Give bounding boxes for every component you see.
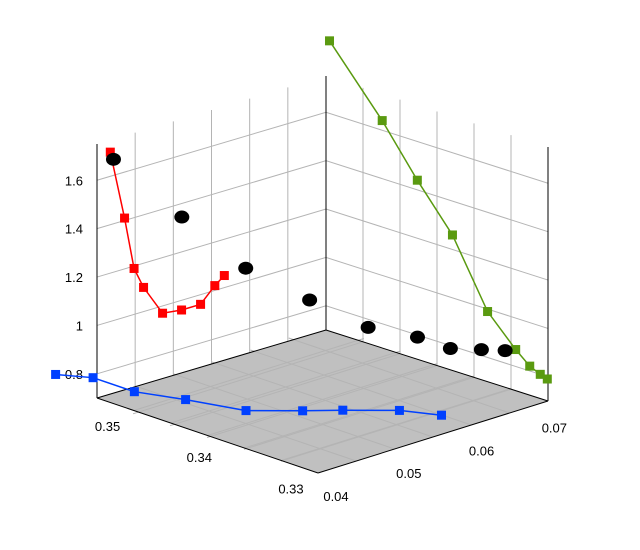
data-point-square (51, 369, 61, 379)
floor-grid-line (206, 365, 438, 438)
data-point-square (412, 175, 422, 185)
right-floor-tick-label: 0.07 (542, 421, 567, 436)
floor-grid-line (173, 373, 395, 450)
data-point-square (542, 374, 552, 384)
left-floor-tick-label: 0.34 (187, 450, 212, 465)
chart-box-edges (96, 76, 549, 474)
right-floor-tick-label: 0.06 (469, 443, 494, 458)
data-point-square (338, 405, 348, 415)
data-point-square (483, 307, 493, 317)
box-edge (325, 329, 549, 402)
floor-grid-line (280, 388, 512, 462)
data-point-square (219, 271, 229, 281)
data-point-circle (302, 293, 318, 307)
axis-tick-labels: 0.8 1 1.2 1.4 1.6 0.35 0.34 0.33 0.04 0.05 0.06 0.0… (65, 173, 567, 504)
data-point-circle (442, 342, 458, 356)
data-point-square (120, 213, 130, 223)
data-point-circle (174, 210, 190, 224)
data-point-circle (473, 343, 489, 357)
data-point-square (129, 263, 139, 273)
data-point-square (298, 406, 308, 416)
data-point-square (88, 373, 98, 383)
data-point-square (196, 299, 206, 309)
chart-walls (97, 76, 548, 473)
data-point-square (158, 308, 168, 318)
floor-grid-line (135, 385, 357, 462)
series-projection-right-wall (325, 36, 552, 384)
floor-grid-line (288, 337, 510, 414)
box-edge (317, 400, 549, 474)
data-point-circle (409, 330, 425, 344)
chart-series (51, 36, 552, 420)
data-point-square (525, 361, 535, 371)
z-tick-label: 1.2 (65, 270, 83, 285)
data-point-circle (360, 320, 376, 334)
left-floor-tick-label: 0.35 (95, 419, 120, 434)
z-tick-label: 1.4 (65, 222, 83, 237)
data-point-square (447, 230, 457, 240)
floor-grid-line (211, 361, 434, 438)
floor-grid-line (250, 349, 472, 426)
data-point-square (511, 345, 521, 355)
right-floor-tick-label: 0.05 (396, 466, 421, 481)
data-point-square (535, 369, 545, 379)
left-floor-tick-label: 0.33 (278, 481, 303, 496)
data-point-square (377, 116, 387, 126)
floor-grid-line (243, 376, 475, 450)
data-point-square (241, 406, 251, 416)
data-point-square (177, 305, 187, 315)
data-point-circle (497, 344, 513, 358)
z-tick-label: 1 (76, 318, 83, 333)
box-edge (96, 397, 319, 474)
data-point-square (210, 281, 220, 291)
chart-grid (96, 87, 549, 462)
floor-grid-line (169, 353, 401, 427)
series-projection-floor (51, 369, 447, 420)
data-point-square (105, 147, 115, 157)
data-point-square (437, 410, 447, 420)
z-tick-label: 1.6 (65, 173, 83, 188)
data-point-square (394, 405, 404, 415)
data-point-square (181, 395, 191, 405)
data-point-circle (238, 261, 254, 275)
floor-grid-line (132, 341, 364, 415)
data-point-circle (105, 152, 121, 166)
series-data-3d (105, 152, 513, 358)
right-floor-tick-label: 0.04 (323, 489, 348, 504)
data-point-square (139, 282, 149, 292)
series-projection-left-wall (105, 147, 229, 318)
data-point-square (325, 36, 335, 46)
z-tick-label: 0.8 (65, 367, 83, 382)
box-edge (96, 329, 327, 399)
data-point-square (129, 387, 139, 397)
